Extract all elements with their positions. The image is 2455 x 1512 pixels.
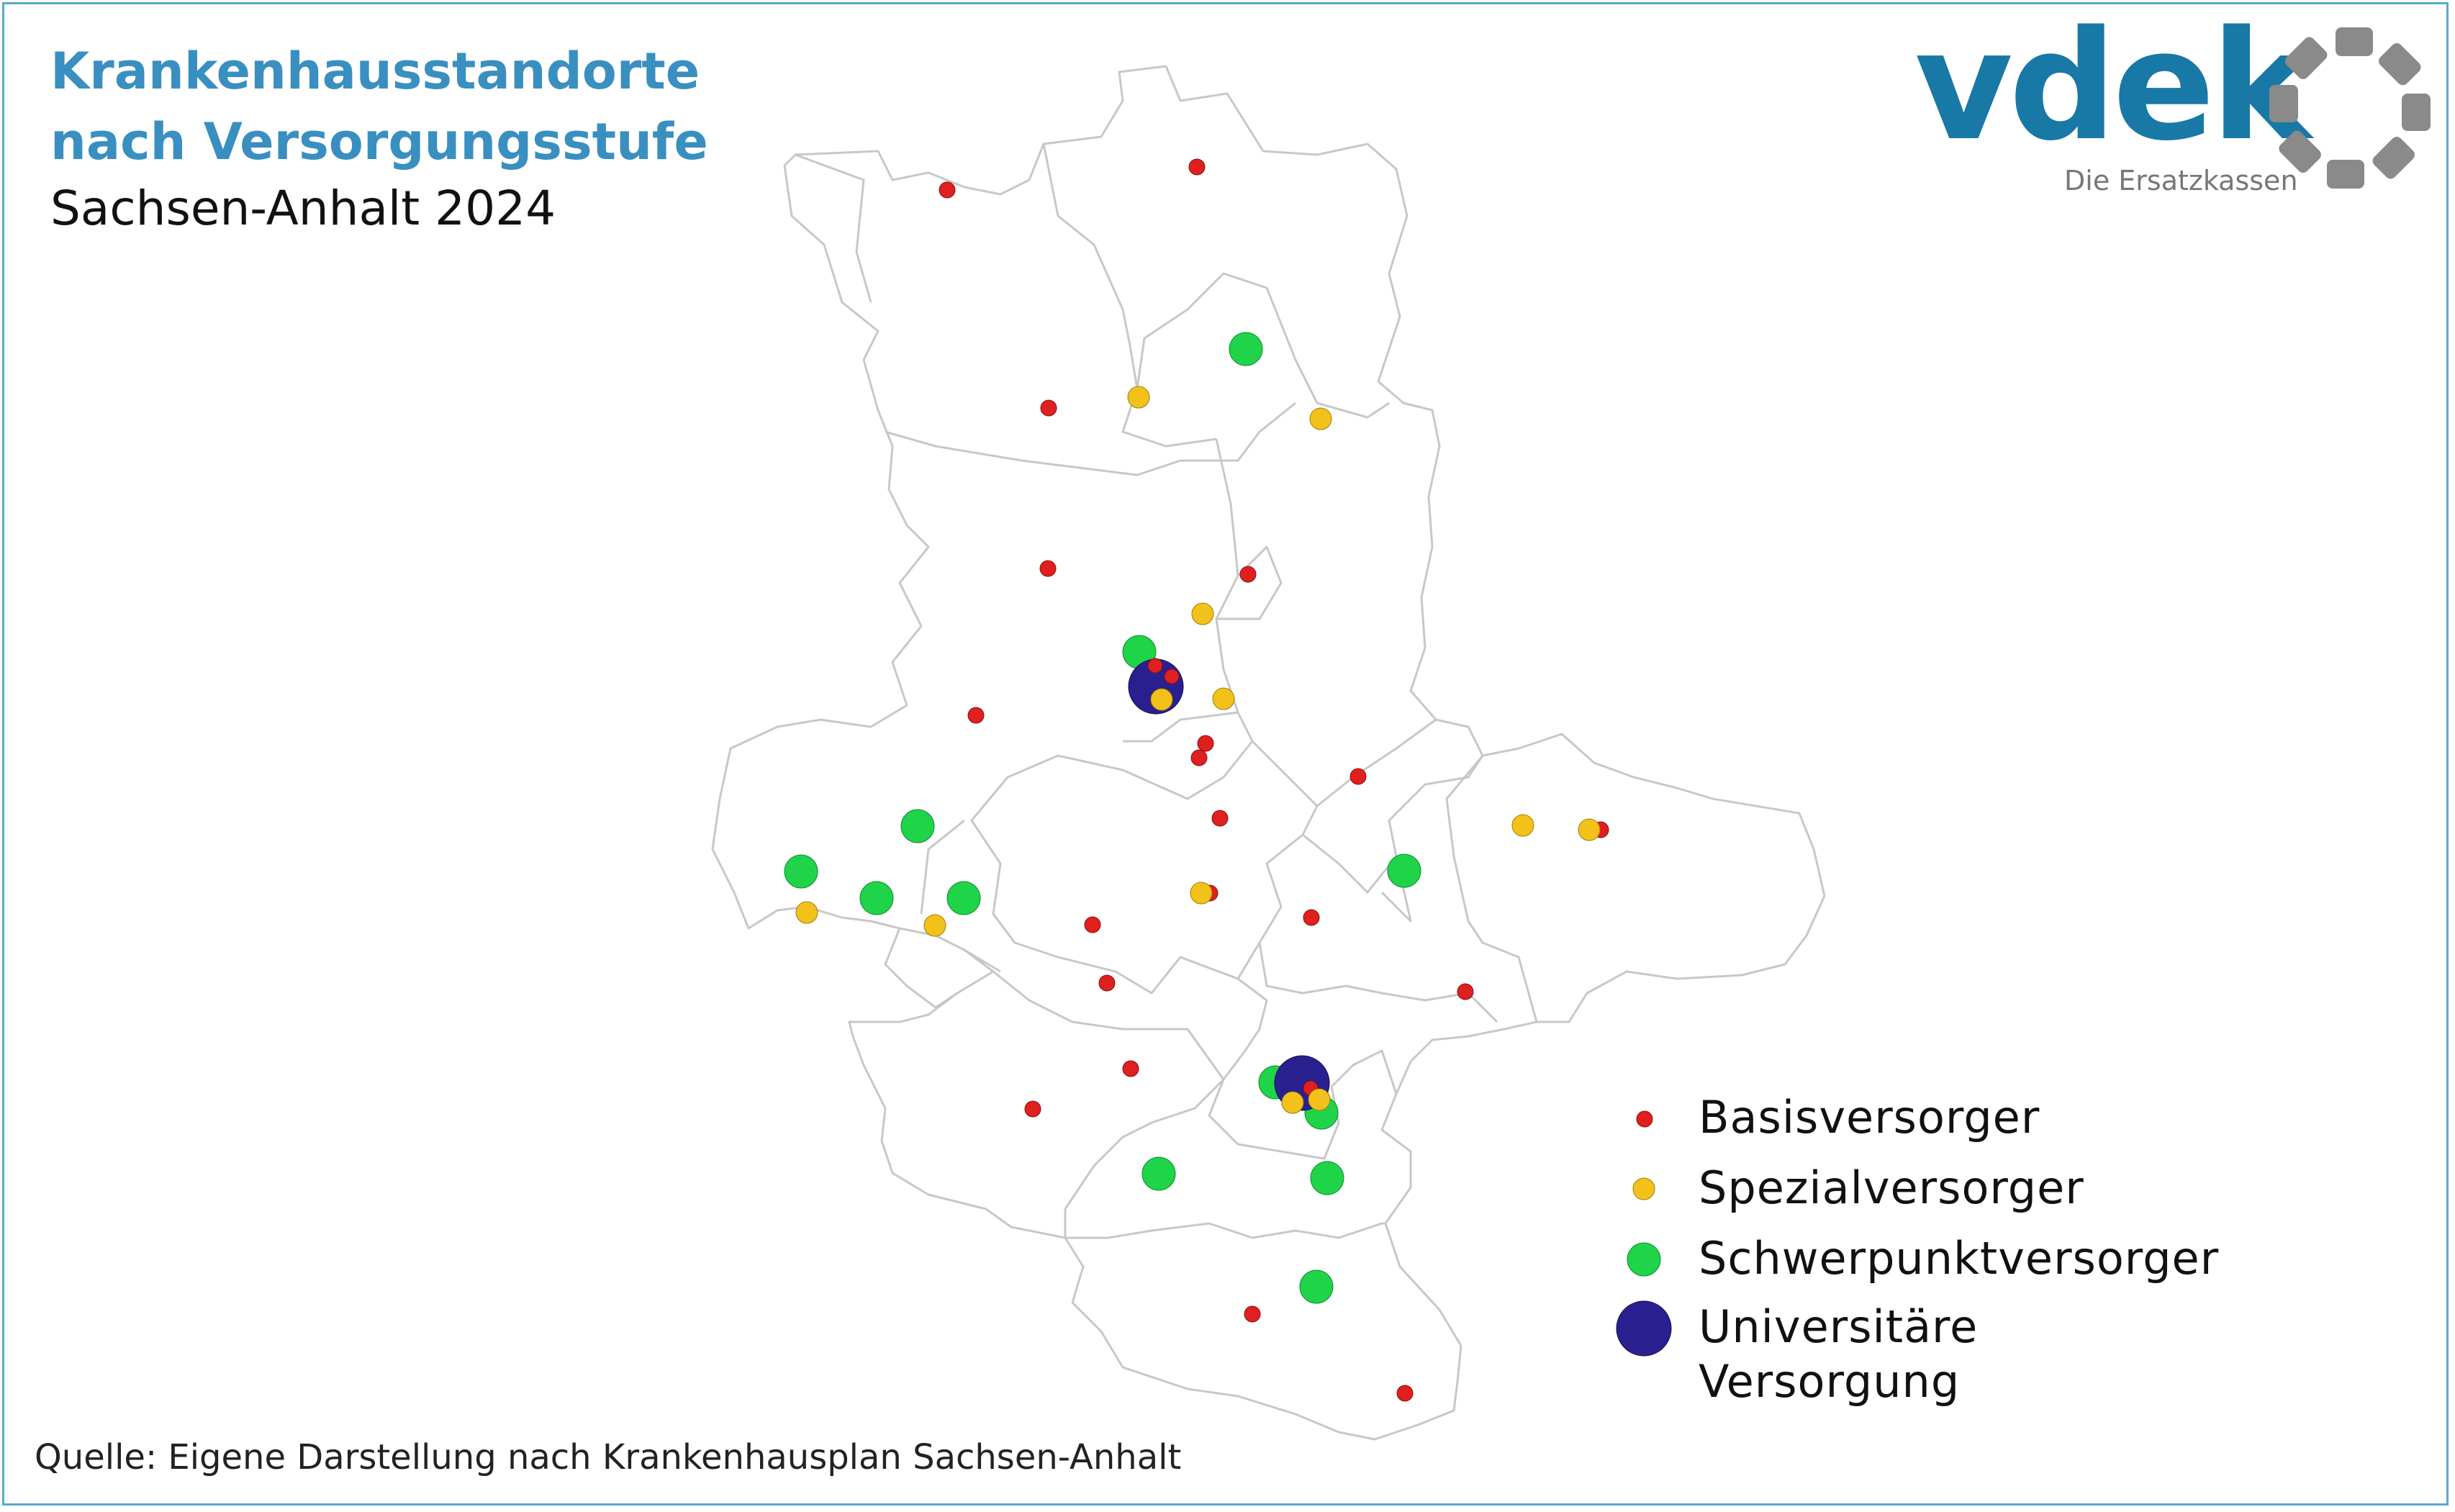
logo-tagline: Die Ersatzkassen [2064, 165, 2298, 196]
marker-basis [1122, 1060, 1139, 1077]
marker-spezial [1150, 688, 1173, 711]
marker-basis [1040, 399, 1057, 417]
marker-spezial [1308, 1088, 1331, 1111]
marker-basis [967, 707, 985, 724]
logo-wordmark: vdek [1914, 0, 2311, 174]
marker-basis [1084, 916, 1101, 933]
marker-basis [1147, 658, 1163, 674]
marker-spezial [1309, 407, 1332, 430]
overlay-markers [1147, 658, 1331, 1114]
marker-schwerpunkt [1229, 332, 1263, 366]
marker-basis [1039, 560, 1057, 577]
marker-spezial [1212, 687, 1235, 710]
marker-basis [1244, 1305, 1261, 1323]
marker-spezial [1191, 602, 1214, 625]
marker-schwerpunkt [1310, 1161, 1344, 1195]
marker-basis [1457, 983, 1474, 1000]
marker-schwerpunkt [1299, 1269, 1334, 1304]
marker-spezial [1281, 1091, 1304, 1114]
legend-label-uni: Universitäre Versorgung [1699, 1300, 1979, 1408]
hospital-markers [784, 158, 1609, 1402]
basisversorger-markers [939, 158, 1609, 1402]
marker-schwerpunkt [1387, 854, 1421, 888]
marker-basis [1239, 566, 1257, 583]
marker-spezial [1578, 818, 1601, 841]
marker-basis [1164, 669, 1180, 684]
marker-basis [1190, 749, 1208, 766]
legend-label-basis: Basisversorger [1699, 1091, 2040, 1144]
marker-schwerpunkt [946, 881, 981, 915]
marker-basis [1188, 158, 1206, 176]
legend-label-spezial: Spezialversorger [1699, 1162, 2084, 1214]
map-title: Krankenhausstandorte nach Versorgungsstu… [50, 42, 708, 171]
marker-spezial [1127, 386, 1150, 409]
marker-basis [1396, 1385, 1414, 1402]
marker-schwerpunkt [900, 809, 935, 843]
district-borders [711, 65, 1826, 1441]
marker-spezial [795, 901, 818, 924]
marker-basis [1211, 810, 1229, 827]
marker-basis [1098, 974, 1116, 992]
marker-spezial [923, 914, 946, 937]
marker-basis [1303, 909, 1320, 926]
legend-swatch-spezial [1632, 1177, 1655, 1200]
legend-label-schwerpunkt: Schwerpunktversorger [1699, 1232, 2220, 1285]
marker-schwerpunkt [1141, 1156, 1176, 1191]
marker-basis [1024, 1100, 1041, 1118]
marker-schwerpunkt [859, 881, 894, 915]
logo-ring-icon [2269, 27, 2431, 189]
marker-basis [939, 181, 956, 199]
marker-spezial [1190, 882, 1213, 905]
legend-swatch-uni [1616, 1300, 1672, 1357]
map-subtitle: Sachsen-Anhalt 2024 [50, 181, 556, 236]
source-note: Quelle: Eigene Darstellung nach Krankenh… [35, 1437, 1182, 1477]
universitaere-versorgung-markers [1128, 658, 1330, 1111]
vdek-logo: vdek Die Ersatzkassen [1900, 0, 2447, 216]
marker-basis [1349, 768, 1367, 785]
legend-swatch-basis [1636, 1110, 1653, 1128]
legend-swatch-schwerpunkt [1627, 1242, 1661, 1277]
marker-spezial [1511, 814, 1534, 837]
marker-schwerpunkt [784, 854, 818, 889]
marker-basis [1197, 735, 1214, 752]
